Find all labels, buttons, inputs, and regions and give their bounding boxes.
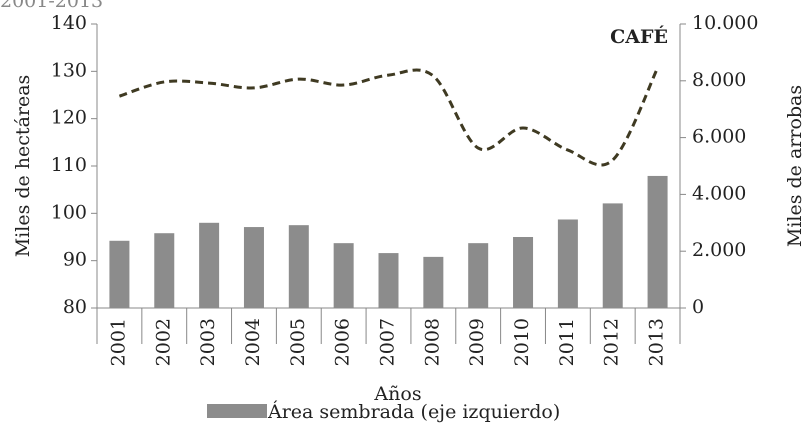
bar xyxy=(513,237,534,308)
y-tick-label: 120 xyxy=(51,107,87,129)
bar xyxy=(333,243,354,308)
x-tick-label: 2005 xyxy=(287,318,309,366)
y-tick-label: 90 xyxy=(63,249,87,271)
y-tick-label: 110 xyxy=(51,154,87,176)
x-tick-label: 2004 xyxy=(242,318,264,366)
bar xyxy=(423,256,444,308)
x-tick-label: 2012 xyxy=(601,318,623,366)
y2-axis-label: Miles de arrobas xyxy=(784,85,806,247)
bar xyxy=(647,175,668,308)
annotation: CAFÉ xyxy=(610,25,668,48)
x-tick-label: 2007 xyxy=(377,318,399,366)
bar xyxy=(243,227,264,308)
x-tick-label: 2011 xyxy=(556,318,578,366)
y2-tick-label: 0 xyxy=(692,296,704,318)
legend-swatch xyxy=(207,404,267,418)
bar xyxy=(288,225,309,308)
bar xyxy=(468,243,489,308)
y2-tick-label: 4.000 xyxy=(692,182,746,204)
y-tick-label: 100 xyxy=(51,201,87,223)
y2-tick-label: 6.000 xyxy=(692,126,746,148)
bar xyxy=(557,219,578,308)
y2-tick-label: 2.000 xyxy=(692,239,746,261)
y-tick-label: 130 xyxy=(51,59,87,81)
y-tick-label: 80 xyxy=(63,296,87,318)
y2-tick-label: 10.000 xyxy=(692,12,758,34)
x-tick-label: 2013 xyxy=(646,318,668,366)
bar xyxy=(109,240,130,308)
bar xyxy=(602,203,623,308)
line xyxy=(118,67,659,167)
y-axis-label: Miles de hectáreas xyxy=(12,75,34,258)
x-tick-label: 2002 xyxy=(152,318,174,366)
x-tick-label: 2008 xyxy=(421,318,443,366)
legend-label: Área sembrada (eje izquierdo) xyxy=(267,400,560,423)
x-tick-label: 2010 xyxy=(511,318,533,366)
subtitle: 2001-2013 xyxy=(0,0,103,12)
bar xyxy=(378,253,399,308)
bar xyxy=(154,233,175,308)
x-tick-label: 2001 xyxy=(107,318,129,366)
y-tick-label: 140 xyxy=(51,12,87,34)
bar xyxy=(199,222,220,308)
x-tick-label: 2009 xyxy=(466,318,488,366)
x-axis-label: Años xyxy=(373,383,421,405)
x-tick-label: 2003 xyxy=(197,318,219,366)
y2-tick-label: 8.000 xyxy=(692,69,746,91)
x-tick-label: 2006 xyxy=(332,318,354,366)
